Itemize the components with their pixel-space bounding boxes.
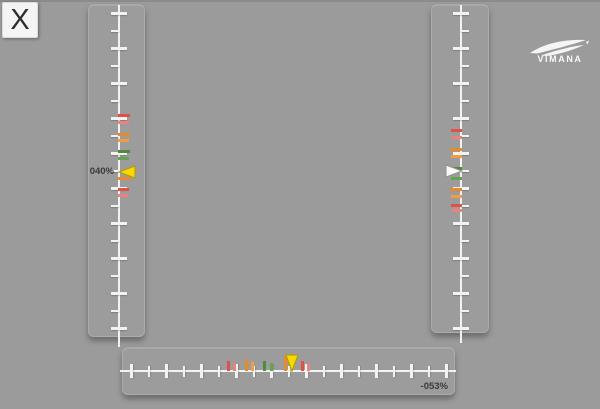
scale-tick-major [111, 81, 127, 85]
scale-tick-minor [358, 366, 360, 377]
scale-tick-major [111, 46, 127, 50]
scale-tick-minor [111, 169, 119, 172]
range-band-tick-green [263, 361, 266, 371]
scale-tick-minor [461, 99, 469, 102]
scale-tick-minor [111, 204, 119, 207]
scale-tick-major [453, 256, 469, 260]
range-band-tick-redLight [452, 135, 462, 139]
scale-tick-major [453, 46, 469, 50]
range-band-tick-red [118, 114, 130, 117]
scale-tick-major [453, 151, 469, 155]
scale-tick-minor [111, 99, 119, 102]
scale-tick-minor [111, 134, 119, 137]
range-band-tick-red [451, 204, 462, 207]
scale-tick-minor [288, 366, 290, 377]
gauge-value-label: 040% [89, 166, 114, 177]
scale-tick-major [453, 326, 469, 330]
range-band-tick-redLight [307, 363, 310, 371]
bottom-trim-marker [285, 354, 299, 372]
range-band-tick-redLight [452, 208, 462, 212]
scale-tick-major [453, 116, 469, 120]
range-band-tick-redLight [118, 194, 128, 197]
scale-tick-major [340, 364, 343, 378]
range-band-tick-orange [450, 187, 462, 191]
scale-tick-minor [323, 366, 325, 377]
scale-tick-minor [461, 134, 469, 137]
scale-tick-major [130, 364, 133, 378]
range-band-tick-red [226, 361, 230, 371]
scale-tick-minor [148, 366, 150, 377]
logo-text: VIMANA [537, 54, 582, 64]
scale-tick-minor [393, 366, 395, 377]
scale-line [460, 5, 462, 343]
scale-tick-minor [461, 64, 469, 67]
scale-tick-major [111, 11, 127, 15]
scale-tick-minor [111, 64, 119, 67]
scale-tick-minor [461, 309, 469, 312]
scale-tick-minor [218, 366, 220, 377]
range-band-tick-orange [450, 147, 462, 151]
gauge-value-label: -053% [420, 381, 448, 392]
range-band-tick-greenLight [451, 176, 462, 180]
bottom-trim-gauge: -053% [120, 347, 456, 395]
range-band-tick-red [451, 128, 462, 132]
scale-tick-major [111, 291, 127, 295]
scale-tick-major [111, 221, 127, 225]
range-band-tick-green [450, 166, 462, 170]
scale-tick-minor [461, 204, 469, 207]
left-trim-gauge: 040% [88, 4, 145, 347]
scale-tick-major [453, 81, 469, 85]
scale-tick-minor [111, 239, 119, 242]
scale-tick-major [165, 364, 168, 378]
scale-tick-minor [461, 29, 469, 32]
scale-tick-minor [461, 239, 469, 242]
scale-tick-minor [183, 366, 185, 377]
scale-tick-minor [461, 274, 469, 277]
scale-tick-major [111, 151, 127, 155]
scale-tick-major [270, 364, 273, 378]
vimana-logo: VIMANA [527, 37, 591, 65]
scale-tick-major [235, 364, 238, 378]
scale-tick-major [445, 364, 448, 378]
range-band-tick-greenLight [118, 156, 129, 160]
scale-tick-major [111, 326, 127, 330]
scale-tick-major [453, 221, 469, 225]
scale-tick-major [111, 256, 127, 260]
range-band-tick-green [118, 150, 130, 153]
range-band-tick-orangeLight [251, 362, 254, 371]
range-band-tick-orange [118, 177, 131, 180]
scale-tick-minor [253, 366, 255, 377]
top-edge-shade [0, 0, 600, 2]
scale-tick-minor [111, 29, 119, 32]
scale-tick-major [200, 364, 203, 378]
scale-tick-minor [111, 309, 119, 312]
scale-line [118, 5, 120, 347]
range-band-tick-red [301, 361, 304, 371]
scale-tick-major [305, 364, 308, 378]
scale-tick-major [111, 116, 127, 120]
range-band-tick-orange [283, 356, 287, 371]
range-band-tick-redLight [233, 363, 236, 371]
scale-tick-major [410, 364, 413, 378]
range-band-tick-orange [118, 132, 130, 136]
range-band-tick-orangeLight [118, 138, 129, 142]
right-trim-marker [445, 164, 463, 178]
scale-tick-minor [428, 366, 430, 377]
range-band-tick-red [118, 187, 129, 191]
scale-tick-major [453, 11, 469, 15]
vimana-wing-icon: VIMANA [530, 39, 589, 64]
range-band-tick-orangeLight [451, 154, 462, 158]
close-button[interactable]: X [2, 2, 38, 38]
range-band-tick-orange [244, 359, 248, 371]
scale-tick-major [453, 291, 469, 295]
right-trim-gauge [431, 4, 489, 343]
range-band-tick-greenLight [270, 363, 273, 371]
left-trim-marker [118, 165, 136, 179]
range-band-tick-orangeLight [451, 194, 462, 198]
scale-tick-minor [111, 274, 119, 277]
scale-tick-minor [461, 169, 469, 172]
range-band-tick-redLight [118, 120, 129, 124]
scale-tick-major [375, 364, 378, 378]
